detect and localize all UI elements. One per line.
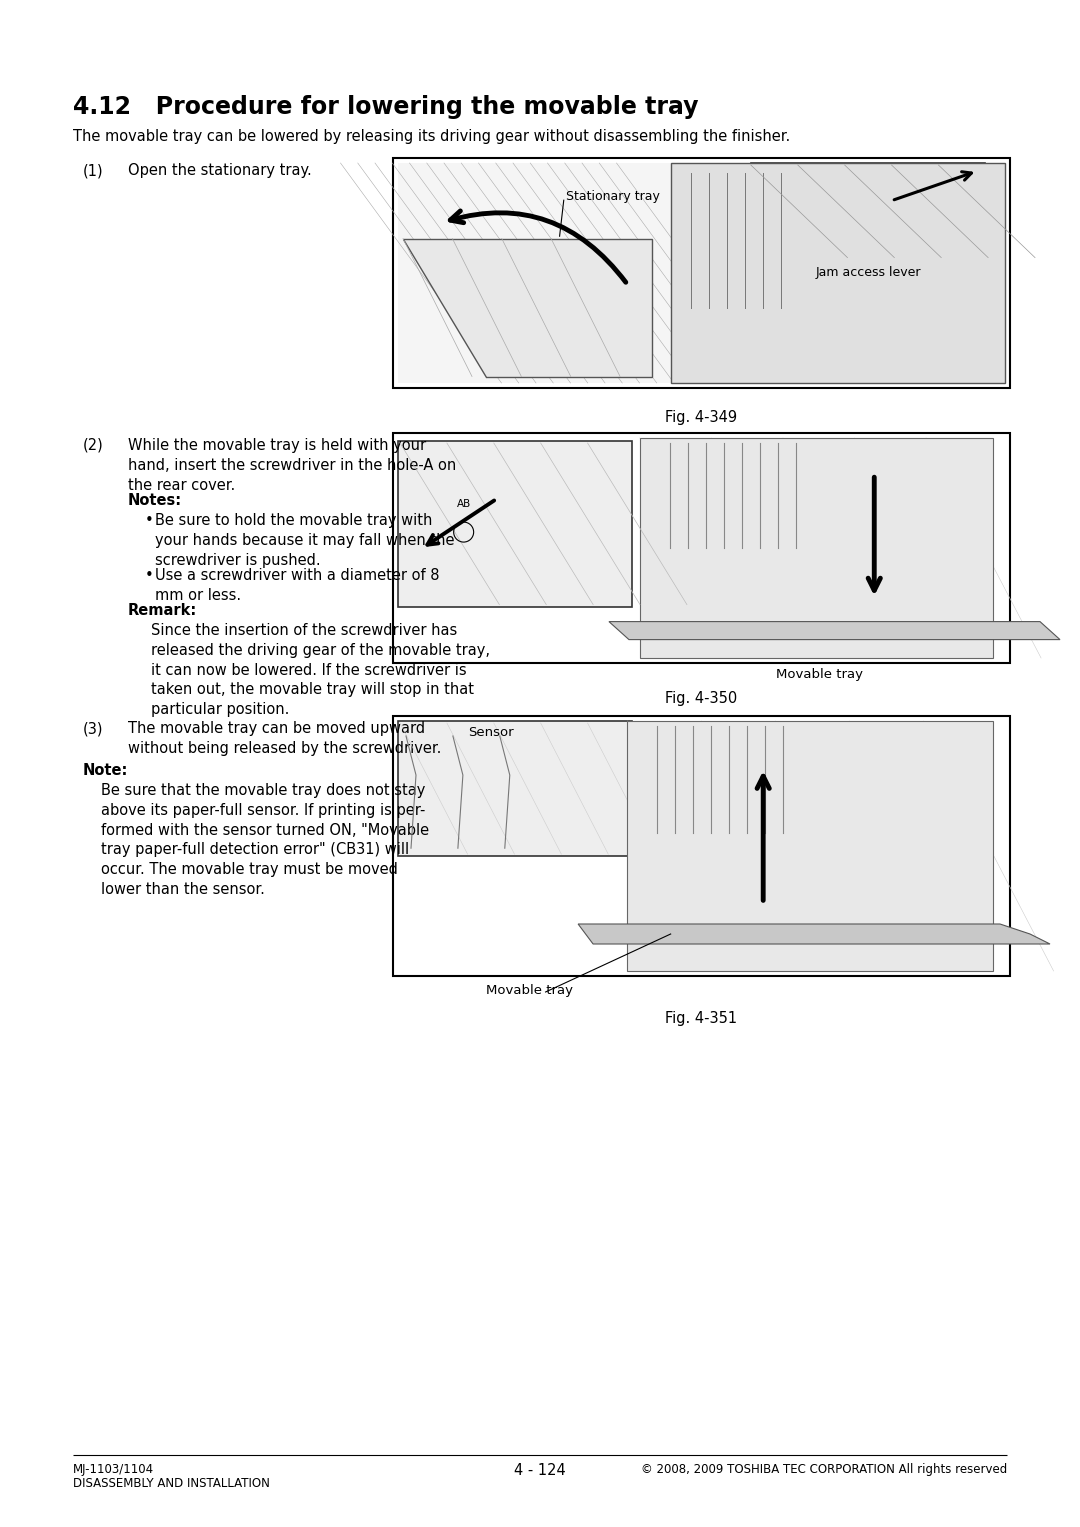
Bar [393, 157, 1010, 388]
Text: Be sure to hold the movable tray with
your hands because it may fall when the
sc: Be sure to hold the movable tray with yo… [156, 513, 455, 568]
Text: Use a screwdriver with a diameter of 8
mm or less.: Use a screwdriver with a diameter of 8 m… [156, 568, 440, 603]
Text: •: • [145, 513, 153, 528]
Text: (1): (1) [83, 163, 104, 179]
Bar [393, 434, 1010, 663]
Bar [399, 441, 633, 606]
Text: 4 - 124: 4 - 124 [514, 1463, 566, 1478]
Text: Sensor: Sensor [469, 725, 514, 739]
Text: The movable tray can be moved upward
without being released by the screwdriver.: The movable tray can be moved upward wit… [129, 721, 442, 756]
Text: Fig. 4-350: Fig. 4-350 [665, 692, 738, 705]
Text: Open the stationary tray.: Open the stationary tray. [129, 163, 312, 179]
Bar [810, 192, 927, 235]
Polygon shape [609, 621, 1059, 640]
Bar [393, 716, 1010, 976]
Text: Fig. 4-351: Fig. 4-351 [665, 1011, 738, 1026]
Text: MJ-1103/1104: MJ-1103/1104 [73, 1463, 154, 1477]
Text: Be sure that the movable tray does not stay
above its paper-full sensor. If prin: Be sure that the movable tray does not s… [102, 783, 429, 896]
Text: Note:: Note: [83, 764, 129, 777]
Bar [751, 163, 985, 260]
Text: Movable tray: Movable tray [775, 667, 863, 681]
Bar [756, 264, 978, 286]
Text: Fig. 4-349: Fig. 4-349 [665, 411, 738, 425]
Text: DISASSEMBLY AND INSTALLATION: DISASSEMBLY AND INSTALLATION [73, 1477, 270, 1490]
Text: Stationary tray: Stationary tray [566, 191, 660, 203]
Text: The movable tray can be lowered by releasing its driving gear without disassembl: The movable tray can be lowered by relea… [73, 128, 791, 144]
Bar [399, 721, 633, 857]
Text: © 2008, 2009 TOSHIBA TEC CORPORATION All rights reserved: © 2008, 2009 TOSHIBA TEC CORPORATION All… [640, 1463, 1007, 1477]
Text: (2): (2) [83, 438, 104, 454]
Polygon shape [671, 163, 1005, 383]
Text: While the movable tray is held with your
hand, insert the screwdriver in the hol: While the movable tray is held with your… [129, 438, 456, 493]
Text: Remark:: Remark: [129, 603, 198, 618]
Text: •: • [145, 568, 153, 583]
Polygon shape [403, 238, 652, 377]
Text: 4.12   Procedure for lowering the movable tray: 4.12 Procedure for lowering the movable … [73, 95, 699, 119]
Text: AB: AB [457, 499, 471, 508]
Text: Since the insertion of the screwdriver has
released the driving gear of the mova: Since the insertion of the screwdriver h… [151, 623, 490, 718]
Text: (3): (3) [83, 721, 104, 736]
Text: Jam access lever: Jam access lever [815, 266, 921, 278]
Text: Notes:: Notes: [129, 493, 183, 508]
Bar [399, 163, 1005, 383]
Bar [639, 438, 993, 658]
Text: Movable tray: Movable tray [486, 983, 572, 997]
Bar [627, 721, 993, 971]
Polygon shape [578, 924, 1050, 944]
